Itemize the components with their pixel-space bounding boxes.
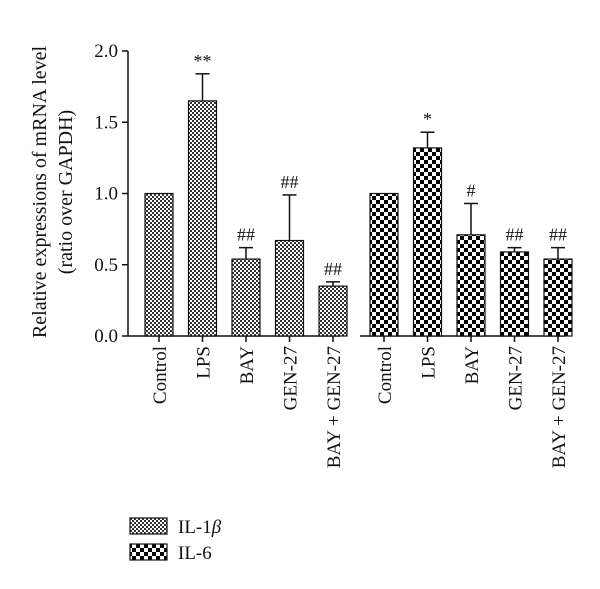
x-tick-label: Control bbox=[150, 346, 171, 404]
bar bbox=[412, 147, 443, 337]
bar bbox=[369, 192, 399, 337]
significance-label: ## bbox=[506, 225, 524, 245]
bar bbox=[274, 239, 305, 337]
y-tick-label: 0.0 bbox=[94, 326, 118, 347]
bar bbox=[231, 258, 261, 337]
x-tick-label: LPS bbox=[419, 346, 440, 379]
bar bbox=[456, 234, 486, 337]
y-tick-label: 0.5 bbox=[94, 255, 118, 276]
bars: Control**LPS##BAY##GEN-27##BAY + GEN-27 C… bbox=[144, 51, 573, 468]
significance-label: ## bbox=[281, 172, 299, 192]
significance-label: * bbox=[423, 109, 432, 129]
legend-swatch bbox=[129, 543, 168, 561]
bar bbox=[144, 192, 174, 337]
bar bbox=[499, 251, 530, 337]
y-axis-label-line2: (ratio over GAPDH) bbox=[55, 110, 77, 274]
bar-group-1: Control ** LPS ## BAY ## GEN-27 ## BAY + GEN-27 bbox=[144, 51, 348, 468]
bar bbox=[187, 100, 218, 337]
x-tick-label: GEN-27 bbox=[506, 346, 527, 410]
legend: IL-1β IL-6 bbox=[129, 517, 222, 564]
legend-swatch bbox=[129, 517, 168, 535]
y-axis-label-line1: Relative expressions of mRNA level bbox=[29, 45, 51, 338]
significance-label: ## bbox=[237, 225, 255, 245]
x-tick-label: GEN-27 bbox=[281, 346, 302, 410]
x-tick-label: BAY + GEN-27 bbox=[324, 346, 345, 468]
legend-label: IL-1β bbox=[178, 517, 222, 538]
bar-group-2: Control * LPS # BAY ## GEN-27 ## BAY + GEN-27 bbox=[369, 109, 573, 468]
y-tick-label: 1.0 bbox=[94, 184, 118, 205]
x-tick-label: BAY + GEN-27 bbox=[549, 346, 570, 468]
significance-label: ** bbox=[194, 51, 212, 71]
x-tick-label: Control bbox=[375, 346, 396, 404]
axes: 0.0 0.5 1.0 1.5 2.0 bbox=[94, 41, 565, 347]
x-tick-label: BAY bbox=[237, 346, 258, 385]
significance-label: ## bbox=[549, 225, 567, 245]
bar bbox=[543, 258, 573, 337]
x-tick-label: BAY bbox=[462, 346, 483, 385]
y-tick-label: 2.0 bbox=[94, 41, 118, 62]
y-tick-label: 1.5 bbox=[94, 112, 118, 133]
bar bbox=[318, 285, 348, 337]
legend-label: IL-6 bbox=[178, 543, 212, 564]
significance-label: # bbox=[467, 180, 476, 200]
significance-label: ## bbox=[324, 259, 342, 279]
x-tick-label: LPS bbox=[194, 346, 215, 379]
y-axis-label: Relative expressions of mRNA level (rati… bbox=[29, 45, 77, 338]
